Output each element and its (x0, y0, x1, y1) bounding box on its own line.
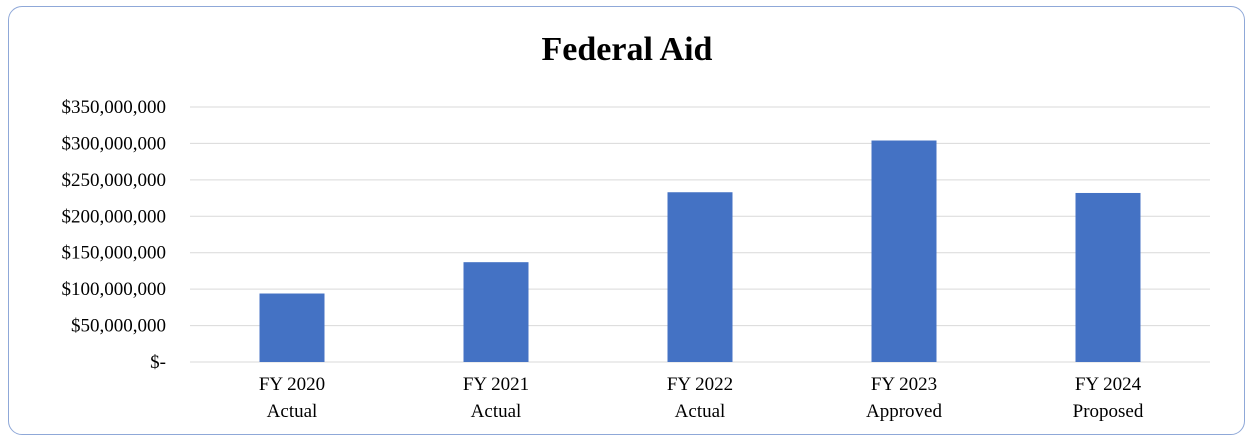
y-tick-label: $300,000,000 (62, 133, 167, 154)
x-tick-label: Actual (471, 401, 522, 422)
bars (259, 140, 1141, 362)
bar (463, 262, 529, 362)
bar (1075, 192, 1141, 362)
x-tick-label: Proposed (1073, 401, 1144, 422)
y-tick-label: $200,000,000 (62, 206, 167, 227)
chart-frame (8, 6, 1245, 435)
x-axis-tick-labels: FY 2020 Actual FY 2021 Actual FY 2022 Actual F… (259, 374, 1144, 422)
y-tick-label: $50,000,000 (71, 316, 166, 337)
y-tick-label: $100,000,000 (62, 279, 167, 300)
x-tick-label: FY 2020 (259, 374, 325, 395)
y-tick-label: $250,000,000 (62, 170, 167, 191)
bar (259, 293, 325, 362)
chart-title: Federal Aid (541, 31, 713, 68)
x-tick-label: FY 2024 (1075, 374, 1142, 395)
x-tick-label: Approved (866, 401, 942, 422)
x-tick-label: Actual (675, 401, 726, 422)
y-tick-label: $150,000,000 (62, 243, 167, 264)
y-axis-tick-labels: $- $50,000,000 $100,000,000 $150,000,000 $20… (62, 97, 167, 373)
x-tick-label: FY 2022 (667, 374, 733, 395)
y-tick-label: $350,000,000 (62, 97, 167, 118)
x-tick-label: FY 2021 (463, 374, 529, 395)
x-tick-label: Actual (267, 401, 318, 422)
y-tick-label: $- (150, 352, 166, 373)
bar (667, 192, 733, 362)
bar (871, 140, 937, 362)
x-tick-label: FY 2023 (871, 374, 937, 395)
